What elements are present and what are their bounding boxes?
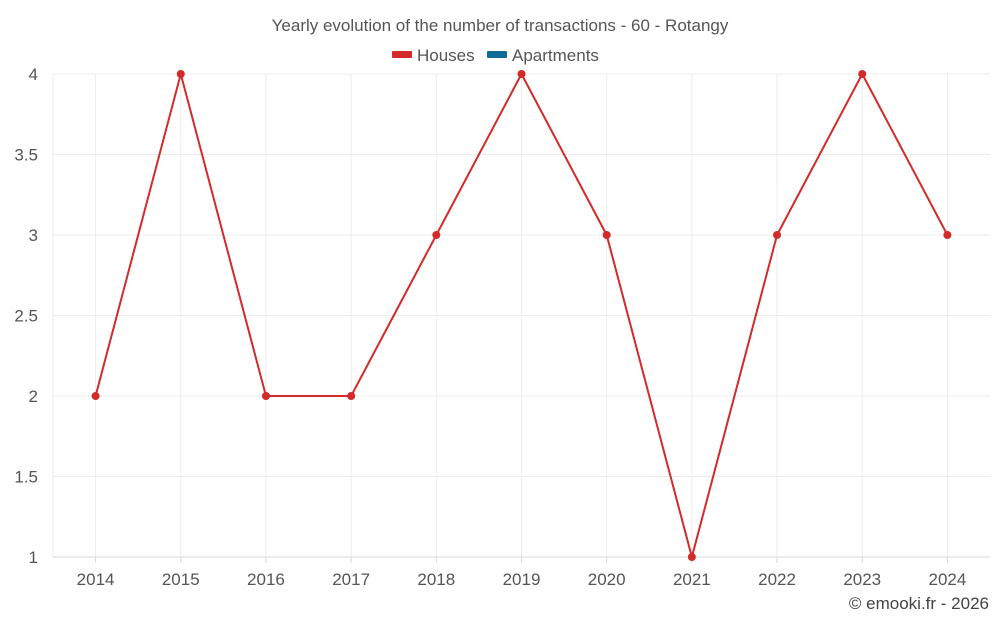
- data-point-houses-2021[interactable]: [687, 553, 696, 561]
- x-axis: 2014 2015 2016 2017 2018 2019 2020 2021 2022 2023…: [77, 557, 966, 589]
- data-point-houses-2023[interactable]: [858, 70, 867, 78]
- data-point-houses-2019[interactable]: [517, 70, 526, 78]
- x-tick-label: 2024: [928, 570, 966, 589]
- x-tick-label: 2021: [673, 570, 711, 589]
- chart-title: Yearly evolution of the number of transa…: [272, 16, 729, 35]
- y-tick-label: 2: [29, 387, 38, 406]
- y-tick-label: 1.5: [14, 468, 38, 487]
- data-point-houses-2020[interactable]: [602, 231, 611, 239]
- y-tick-label: 1: [29, 548, 38, 567]
- x-tick-label: 2019: [503, 570, 541, 589]
- y-tick-label: 3: [29, 226, 38, 245]
- x-tick-label: 2016: [247, 570, 285, 589]
- data-point-houses-2016[interactable]: [261, 392, 270, 400]
- grid: [52, 73, 990, 558]
- x-tick-label: 2014: [77, 570, 115, 589]
- x-tick-label: 2023: [843, 570, 881, 589]
- data-point-houses-2014[interactable]: [91, 392, 100, 400]
- legend-swatch-houses[interactable]: [392, 51, 412, 58]
- legend-label-houses[interactable]: Houses: [417, 46, 475, 65]
- x-tick-label: 2020: [588, 570, 626, 589]
- y-tick-label: 3.5: [14, 146, 38, 165]
- data-point-houses-2017[interactable]: [347, 392, 356, 400]
- y-tick-label: 4: [29, 65, 38, 84]
- data-point-houses-2015[interactable]: [176, 70, 185, 78]
- legend: Houses Apartments: [392, 46, 599, 65]
- x-tick-label: 2017: [332, 570, 370, 589]
- credit-text: © emooki.fr - 2026: [849, 594, 989, 613]
- x-tick-label: 2015: [162, 570, 200, 589]
- data-point-houses-2022[interactable]: [773, 231, 782, 239]
- data-point-houses-2018[interactable]: [432, 231, 441, 239]
- y-tick-label: 2.5: [14, 307, 38, 326]
- data-point-houses-2024[interactable]: [943, 231, 952, 239]
- series-layer: [91, 70, 952, 561]
- x-tick-label: 2018: [417, 570, 455, 589]
- x-tick-label: 2022: [758, 570, 796, 589]
- y-axis: 1 1.5 2 2.5 3 3.5 4: [14, 65, 38, 567]
- legend-label-apartments[interactable]: Apartments: [512, 46, 599, 65]
- legend-swatch-apartments[interactable]: [487, 51, 507, 58]
